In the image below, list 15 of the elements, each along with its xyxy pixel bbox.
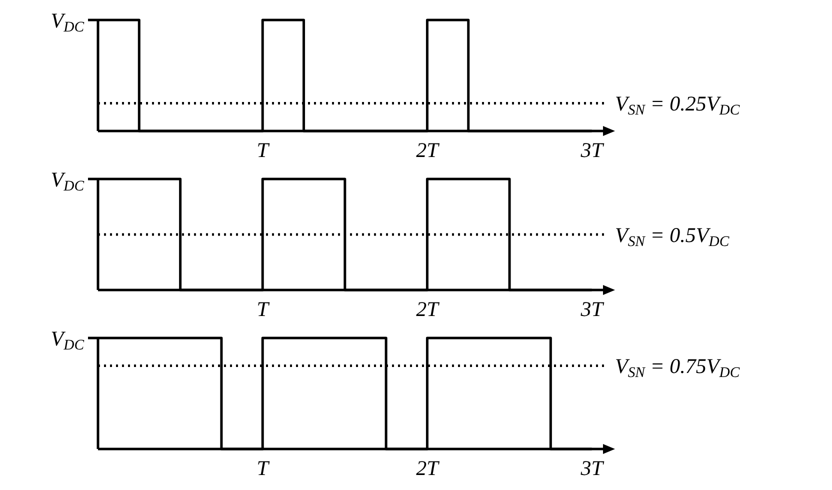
x-tick-label: 2T: [416, 297, 440, 321]
text: V$_{DC}$: [50, 8, 84, 36]
ref-line-label: V$_{SN}$ = 0.25V$_{DC}$: [615, 92, 740, 118]
x-tick-label: T: [256, 456, 270, 480]
ref-line-label: V$_{SN}$ = 0.75V$_{DC}$: [615, 354, 740, 381]
x-tick-label: 3T: [580, 456, 604, 480]
x-tick-label: 2T: [416, 456, 440, 480]
x-tick-label: T: [256, 138, 270, 162]
ref-line-label: V$_{SN}$ = 0.5V$_{DC}$: [615, 222, 730, 250]
x-tick-label: T: [256, 297, 270, 321]
x-tick-label: 2T: [416, 138, 440, 162]
text: V$_{DC}$: [50, 326, 84, 354]
x-tick-label: 3T: [580, 297, 604, 321]
x-tick-label: 3T: [580, 138, 604, 162]
text: V$_{DC}$: [50, 167, 84, 194]
